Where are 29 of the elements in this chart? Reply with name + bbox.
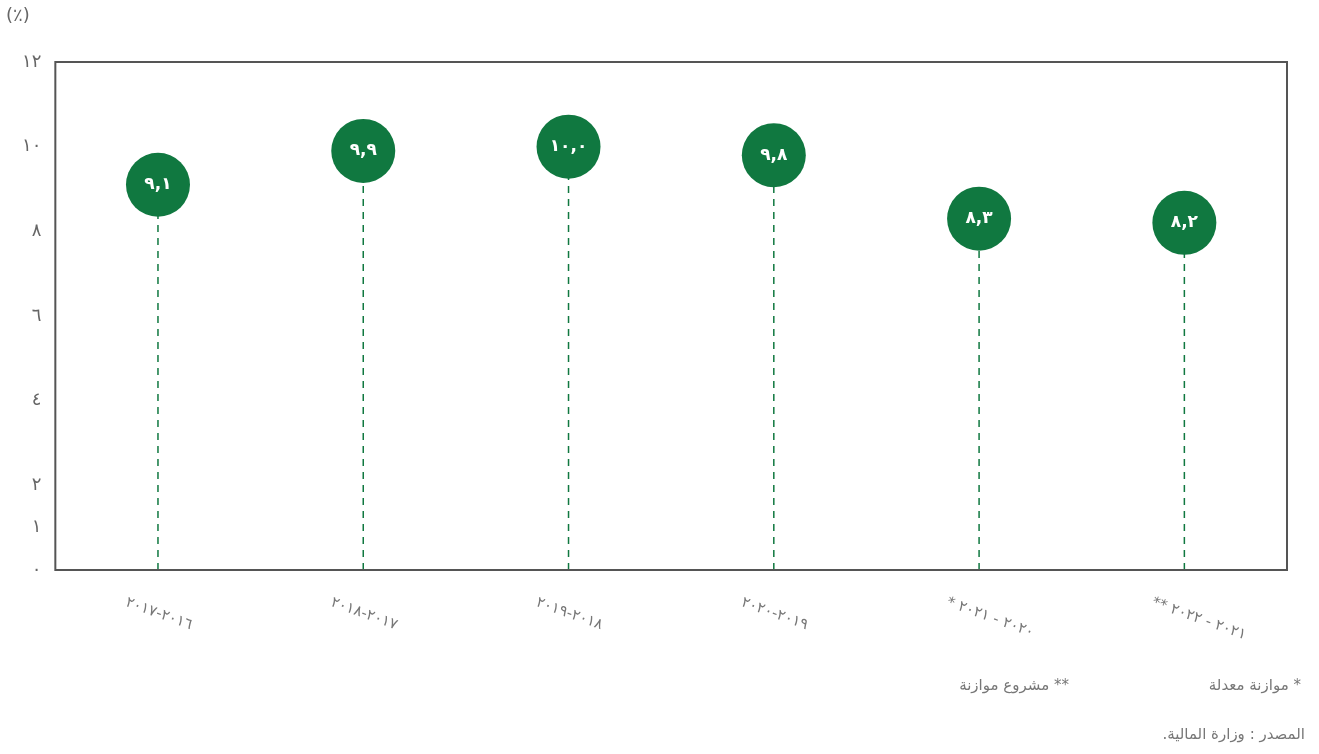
x-tick-label: ٢٠١٦-٢٠١٧: [123, 592, 196, 634]
x-tick-label: ٢٠١٧-٢٠١٨: [328, 592, 401, 634]
y-tick-label: ١٠: [21, 134, 42, 156]
point: [947, 186, 1012, 251]
text: ** مشروع موازنة: [959, 676, 1069, 694]
x-tick-label: ٢٠١٩-٢٠٢٠: [739, 592, 811, 634]
y-tick-label: ٨: [31, 219, 42, 241]
data-label: ٨,٢: [1170, 211, 1199, 232]
x-tick-label: ٢٠٢٠ - ٢٠٢١ *: [944, 592, 1037, 641]
text: المصدر : وزارة المالية.: [1162, 725, 1305, 743]
data-label: ٨,٣: [965, 207, 994, 228]
y-tick-label: ٦: [31, 303, 42, 325]
data-label: ٩,١: [144, 173, 172, 194]
data-label: ١٠,٠: [549, 135, 588, 156]
point: [741, 123, 806, 188]
y-tick-label: ٢: [31, 473, 42, 495]
y-tick-label: ٠: [31, 557, 42, 579]
x-tick-label: ٢٠٢١ - ٢٠٢٢ **: [1149, 592, 1250, 644]
y-tick-label: ١: [31, 515, 42, 537]
point: [331, 118, 396, 183]
y-axis-title: (٪): [6, 4, 30, 25]
y-tick-label: ١٢: [21, 49, 42, 71]
point: [125, 152, 190, 217]
point: [1152, 190, 1217, 255]
x-tick-label: ٢٠١٨-٢٠١٩: [533, 592, 606, 634]
data-label: ٩,٨: [760, 143, 789, 164]
y-tick-label: ٤: [31, 388, 42, 410]
data-label: ٩,٩: [349, 139, 378, 160]
text: * موازنة معدلة: [1208, 676, 1301, 694]
